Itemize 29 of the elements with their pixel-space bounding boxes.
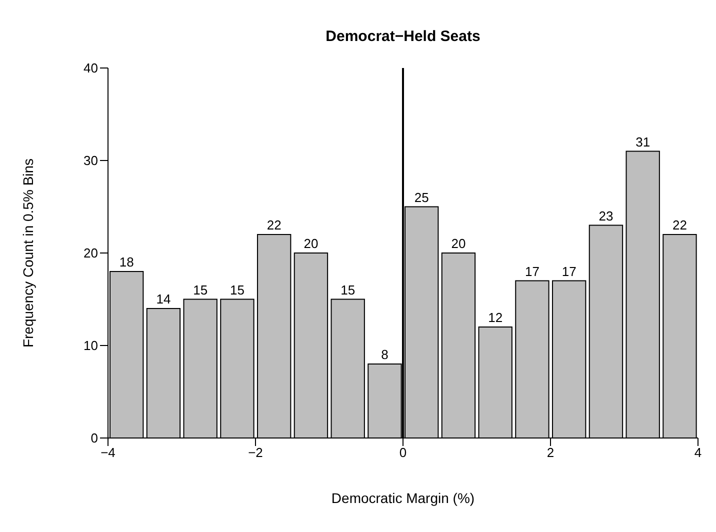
y-tick-label: 20 <box>84 246 98 261</box>
data-label: 12 <box>488 310 503 325</box>
y-tick-label: 10 <box>84 338 98 354</box>
data-label: 25 <box>414 190 429 205</box>
data-label: 22 <box>672 218 687 232</box>
x-tick-label: 2 <box>546 445 554 460</box>
data-label: 22 <box>266 218 282 232</box>
data-label: 8 <box>381 347 388 362</box>
x-tick-label: −4 <box>100 445 116 460</box>
y-tick-label: 0 <box>90 430 98 446</box>
data-label: 20 <box>304 236 318 251</box>
data-label: 20 <box>451 236 466 251</box>
data-label: 31 <box>636 134 650 150</box>
data-label: 14 <box>156 292 171 306</box>
data-label: 18 <box>119 254 134 270</box>
x-tick-label: 4 <box>694 445 702 460</box>
data-label: 17 <box>562 264 576 279</box>
data-label: 23 <box>598 208 614 224</box>
y-tick-label: 30 <box>84 153 98 168</box>
x-tick-label: −2 <box>248 445 263 460</box>
data-label: 15 <box>230 282 244 298</box>
y-axis-title: Frequency Count in 0.5% Bins <box>20 158 36 348</box>
data-label: 17 <box>524 264 540 279</box>
data-label: 15 <box>340 282 356 298</box>
y-tick-label: 40 <box>84 60 98 76</box>
x-tick-label: 0 <box>399 445 407 460</box>
chart-title: Democrat−Held Seats <box>324 28 482 45</box>
data-label: 15 <box>193 282 208 298</box>
x-axis-title: Democratic Margin (%) <box>331 490 475 506</box>
